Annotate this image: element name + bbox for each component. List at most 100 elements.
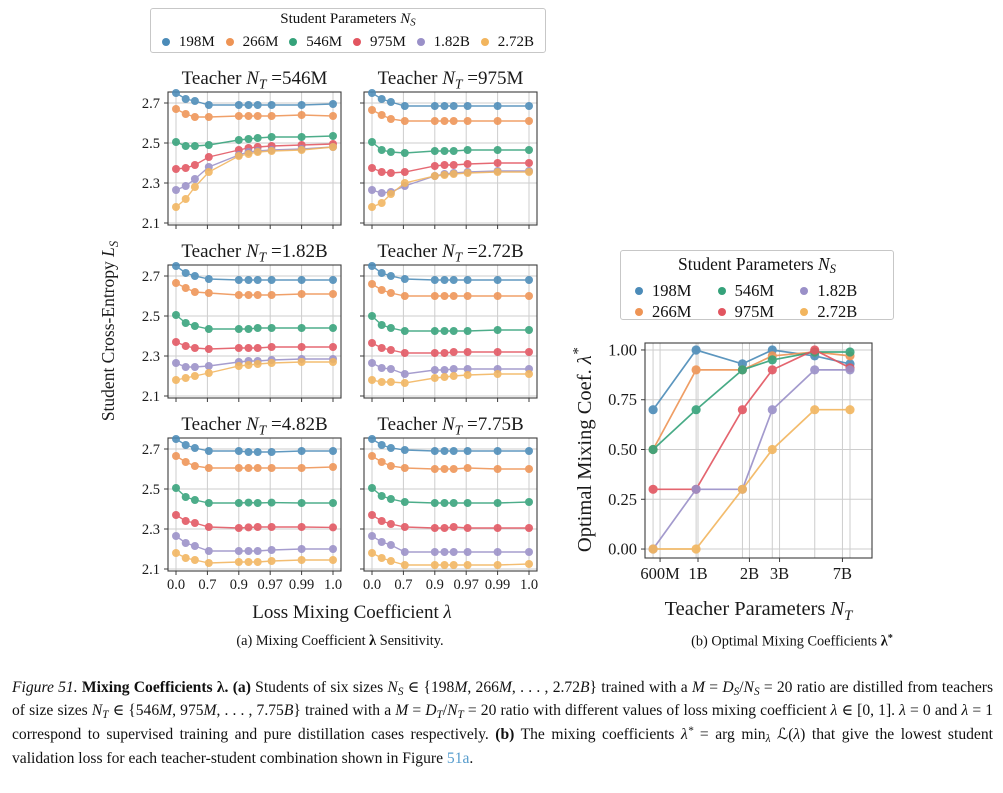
subplot-2: Teacher NT =1.82B 2.1 2.3 2.5 2.7 bbox=[142, 241, 342, 405]
legend-a: Student Parameters NS 198M 266M 546M 975M 1.… bbox=[150, 8, 546, 53]
svg-text:7B: 7B bbox=[833, 564, 852, 583]
optimal-mixing-chart: 0.00 0.25 0.50 0.75 1.00 600M 1B 2B 3B 7B Optimal … bbox=[570, 340, 873, 624]
series-266M bbox=[368, 106, 533, 125]
svg-text:3B: 3B bbox=[770, 564, 789, 583]
legend-b-title: Student Parameters NS bbox=[678, 254, 836, 277]
figure-caption: Figure 51. Mixing Coefficients λ. (a) St… bbox=[12, 678, 994, 767]
svg-text:Teacher NT =546M: Teacher NT =546M bbox=[182, 68, 328, 92]
legend-item-2.72B: 2.72B bbox=[800, 302, 883, 322]
legend-b-items: 198M 546M 1.82B 266M 975M 2.72B bbox=[621, 279, 893, 322]
svg-text:2.7: 2.7 bbox=[142, 269, 160, 285]
svg-text:600M: 600M bbox=[640, 564, 680, 583]
legend-item-2.72B: 2.72B bbox=[480, 33, 535, 51]
svg-text:2.3: 2.3 bbox=[142, 522, 160, 538]
svg-text:Teacher NT =2.72B: Teacher NT =2.72B bbox=[377, 241, 523, 265]
series-975M bbox=[368, 511, 533, 532]
panel-b-ylabel: Optimal Mixing Coef. λ* bbox=[570, 347, 596, 552]
legend-label: 546M bbox=[306, 33, 343, 50]
legend-b: Student Parameters NS 198M 546M 1.82B 266M 9… bbox=[620, 250, 894, 322]
legend-item-266M: 266M bbox=[635, 302, 718, 322]
legend-label: 198M bbox=[652, 281, 692, 301]
subcaption-a: (a) Mixing Coefficient λ Sensitivity. bbox=[236, 633, 444, 649]
svg-text:0.99: 0.99 bbox=[485, 577, 510, 593]
series-975M bbox=[172, 338, 337, 353]
series-266M bbox=[368, 280, 533, 300]
panel-b-xlabel: Teacher Parameters NT bbox=[665, 598, 855, 624]
svg-text:2.5: 2.5 bbox=[142, 309, 160, 325]
subplot-4: Teacher NT =4.82B 2.1 2.3 2.5 2.7 0.0 0.7 0.9 0.… bbox=[142, 414, 342, 593]
legend-swatch-icon bbox=[635, 287, 643, 296]
series-975M bbox=[368, 339, 533, 357]
legend-a-items: 198M 266M 546M 975M 1.82B 2.72B bbox=[151, 34, 545, 51]
legend-swatch-icon bbox=[289, 38, 298, 47]
svg-text:0.9: 0.9 bbox=[230, 577, 248, 593]
svg-text:2.5: 2.5 bbox=[142, 136, 160, 152]
series-546M bbox=[368, 484, 533, 507]
sensitivity-grid-chart: Teacher NT =546M 2.1 2.3 2.5 2.7 Teacher NT =… bbox=[100, 68, 538, 623]
legend-swatch-icon bbox=[480, 38, 489, 47]
legend-swatch-icon bbox=[800, 287, 809, 296]
svg-text:2.1: 2.1 bbox=[142, 389, 160, 405]
svg-text:0.99: 0.99 bbox=[289, 577, 314, 593]
series-1.82B bbox=[368, 532, 533, 556]
series-546M bbox=[368, 312, 533, 335]
svg-text:Teacher NT =4.82B: Teacher NT =4.82B bbox=[181, 414, 327, 438]
series-198M bbox=[648, 345, 855, 415]
subcaption-b: (b) Optimal Mixing Coefficients λ* bbox=[691, 633, 893, 650]
series-266M bbox=[172, 452, 337, 472]
series-198M bbox=[368, 89, 533, 110]
legend-item-546M: 546M bbox=[289, 34, 342, 51]
legend-label: 266M bbox=[242, 33, 279, 50]
series-266M bbox=[172, 105, 337, 121]
legend-label: 266M bbox=[652, 302, 692, 322]
svg-text:1.00: 1.00 bbox=[608, 340, 637, 359]
legend-item-198M: 198M bbox=[161, 33, 215, 51]
series-546M bbox=[172, 311, 337, 333]
series-546M bbox=[368, 138, 533, 157]
svg-text:0.7: 0.7 bbox=[394, 577, 412, 593]
svg-text:0.25: 0.25 bbox=[608, 490, 637, 509]
svg-text:0.0: 0.0 bbox=[363, 577, 381, 593]
legend-label: 1.82B bbox=[817, 281, 858, 301]
legend-swatch-icon bbox=[352, 38, 361, 47]
series-266M bbox=[648, 347, 855, 455]
legend-label: 975M bbox=[734, 302, 775, 322]
legend-item-198M: 198M bbox=[635, 281, 718, 301]
series-2.72B bbox=[172, 549, 337, 567]
series-2.72B bbox=[172, 143, 337, 211]
svg-text:0.97: 0.97 bbox=[258, 577, 283, 593]
legend-label: 198M bbox=[178, 33, 215, 50]
legend-label: 2.72B bbox=[497, 33, 535, 50]
svg-text:Teacher NT =975M: Teacher NT =975M bbox=[378, 68, 524, 92]
svg-text:1B: 1B bbox=[688, 564, 707, 583]
legend-item-1.82B: 1.82B bbox=[416, 33, 470, 51]
figure-51a-link[interactable]: 51a bbox=[446, 749, 470, 767]
subplot-3: Teacher NT =2.72B bbox=[360, 241, 538, 402]
panel-a-ylabel: Student Cross-Entropy LS bbox=[100, 240, 121, 421]
series-198M bbox=[368, 435, 533, 455]
svg-text:0.75: 0.75 bbox=[608, 390, 637, 409]
legend-swatch-icon bbox=[635, 308, 643, 317]
legend-label: 1.82B bbox=[433, 33, 470, 50]
legend-swatch-icon bbox=[717, 287, 726, 296]
svg-text:2.1: 2.1 bbox=[142, 216, 160, 232]
svg-text:Teacher NT =1.82B: Teacher NT =1.82B bbox=[181, 241, 327, 265]
subplot-0: Teacher NT =546M 2.1 2.3 2.5 2.7 bbox=[142, 68, 342, 232]
svg-text:0.7: 0.7 bbox=[198, 577, 216, 593]
series-2.72B bbox=[368, 549, 533, 569]
svg-text:0.97: 0.97 bbox=[454, 577, 479, 593]
series-546M bbox=[648, 347, 855, 455]
legend-swatch-icon bbox=[225, 38, 234, 47]
series-198M bbox=[172, 89, 337, 109]
legend-a-title: Student Parameters NS bbox=[280, 11, 416, 29]
subplot-5: Teacher NT =7.75B 0.0 0.7 0.9 0.97 0.99 1.0 bbox=[360, 414, 538, 593]
legend-swatch-icon bbox=[717, 308, 726, 317]
series-198M bbox=[172, 435, 337, 456]
legend-swatch-icon bbox=[416, 38, 425, 47]
series-546M bbox=[172, 132, 337, 150]
series-198M bbox=[172, 262, 337, 284]
svg-text:1.0: 1.0 bbox=[324, 577, 342, 593]
svg-text:0.00: 0.00 bbox=[608, 540, 637, 559]
subplot-1: Teacher NT =975M bbox=[360, 68, 538, 229]
